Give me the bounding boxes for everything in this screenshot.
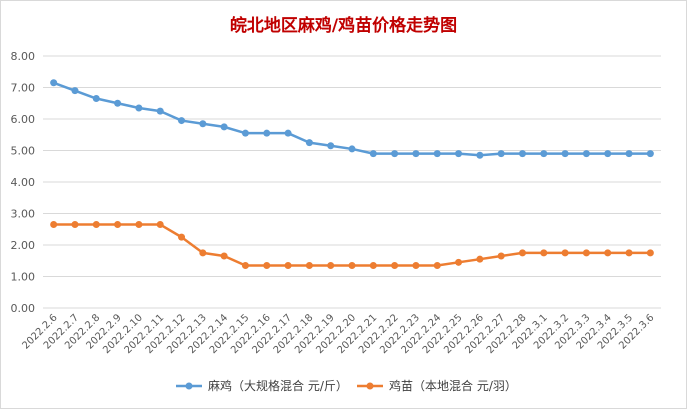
legend-swatch-marker [366,382,374,390]
data-point [604,249,612,257]
data-point [412,261,420,269]
data-point [135,104,143,112]
data-point [561,150,569,158]
data-point [220,252,228,260]
y-tick-label: 7.00 [11,82,36,95]
data-point [518,150,526,158]
legend-entry-label: 麻鸡（大规格混合 元/斤） [208,378,348,393]
data-point [220,123,228,131]
legend-entry-label: 鸡苗（本地混合 元/羽） [389,378,517,393]
data-point [391,150,399,158]
y-axis-ticks: 0.00 1.00 2.00 3.00 4.00 5.00 6.00 7.00 8.00 [11,50,36,315]
data-point [561,249,569,257]
data-point [540,249,548,257]
data-point [540,150,548,158]
y-tick-label: 5.00 [11,145,36,158]
y-tick-label: 8.00 [11,50,36,63]
data-point [518,249,526,257]
data-point [284,129,292,137]
data-point [199,120,207,128]
data-point [114,221,122,229]
y-tick-label: 2.00 [11,239,36,252]
data-point [625,249,633,257]
data-point [71,87,79,95]
data-point [178,117,186,125]
data-point [135,221,143,229]
data-point [263,129,271,137]
data-point [433,261,441,269]
data-point [284,261,292,269]
series-lines [50,79,654,269]
data-point [114,99,122,107]
data-point [497,252,505,260]
data-point [50,221,58,229]
legend: 麻鸡（大规格混合 元/斤） 鸡苗（本地混合 元/羽） [176,378,517,393]
data-point [412,150,420,158]
data-point [348,145,356,153]
gridlines [43,55,661,309]
data-point [263,261,271,269]
data-point [327,142,335,150]
data-point [92,95,100,103]
legend-swatch-marker [185,382,193,390]
data-point [156,107,164,115]
data-point [646,249,654,257]
data-point [433,150,441,158]
data-point [455,258,463,266]
data-point [156,221,164,229]
y-tick-label: 3.00 [11,208,36,221]
data-point [369,150,377,158]
data-point [582,150,590,158]
data-point [327,261,335,269]
data-point [455,150,463,158]
data-point [305,139,313,147]
chart-title: 皖北地区麻鸡/鸡苗价格走势图 [229,16,458,36]
data-point [241,129,249,137]
y-tick-label: 4.00 [11,176,36,189]
data-point [178,233,186,241]
data-point [476,151,484,159]
data-point [305,261,313,269]
x-axis-ticks: 2022.2.62022.2.72022.2.82022.2.92022.2.1… [21,312,657,356]
data-point [369,261,377,269]
data-point [92,221,100,229]
data-point [476,255,484,263]
data-point [625,150,633,158]
data-point [582,249,590,257]
y-tick-label: 6.00 [11,113,36,126]
data-point [199,249,207,257]
data-point [241,261,249,269]
data-point [646,150,654,158]
data-point [604,150,612,158]
data-point [348,261,356,269]
y-tick-label: 0.00 [11,302,36,315]
data-point [71,221,79,229]
data-point [50,79,58,87]
data-point [497,150,505,158]
data-point [391,261,399,269]
y-tick-label: 1.00 [11,271,36,284]
